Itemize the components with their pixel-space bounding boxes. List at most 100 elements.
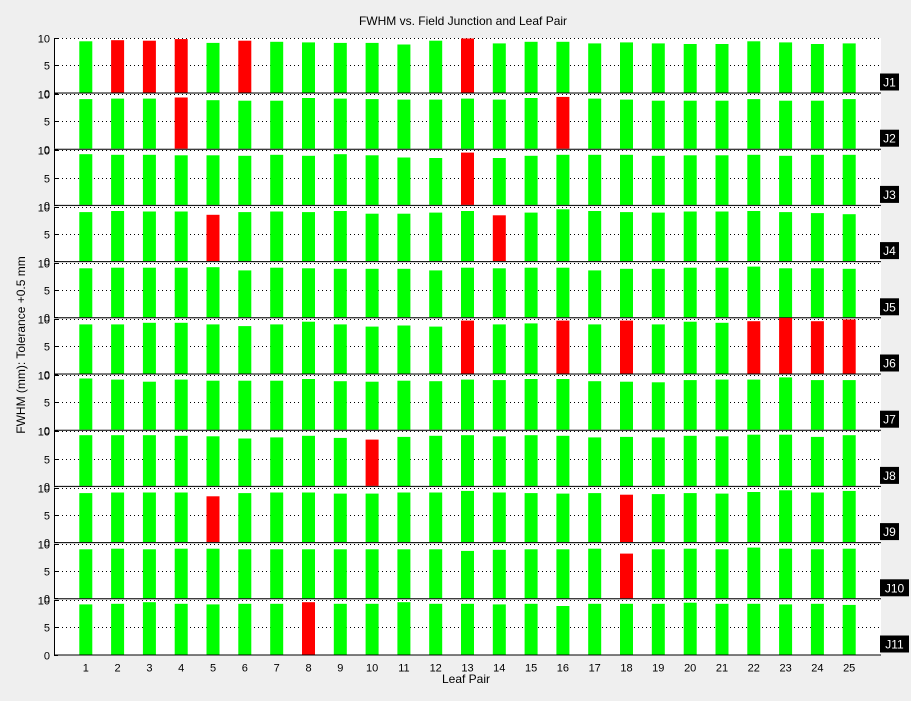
bar-j3-leaf-5 xyxy=(206,155,220,205)
bar-j2-leaf-15 xyxy=(524,98,538,149)
bar-j9-leaf-20 xyxy=(683,493,697,543)
bar-j3-leaf-8 xyxy=(302,155,315,205)
y-tick-label: 10 xyxy=(38,90,50,102)
bar-j9-leaf-3 xyxy=(142,492,156,543)
bar-j4-leaf-4 xyxy=(174,211,188,262)
bar-j11-leaf-24 xyxy=(810,603,824,655)
y-axis-label: FWHM (mm): Tolerance +0.5 mm xyxy=(14,256,28,433)
bar-j5-leaf-14 xyxy=(492,268,506,318)
x-tick-label: 16 xyxy=(557,663,569,675)
bar-j10-leaf-8 xyxy=(302,549,315,599)
bar-j7-leaf-9 xyxy=(333,381,347,430)
bar-j11-leaf-17 xyxy=(588,603,602,655)
x-tick-label: 3 xyxy=(146,663,152,675)
x-tick-label: 20 xyxy=(684,663,696,675)
bar-j6-leaf-2 xyxy=(111,324,125,374)
bar-j5-leaf-17 xyxy=(588,270,602,318)
bar-j1-leaf-20 xyxy=(683,44,697,93)
bar-j7-leaf-20 xyxy=(683,380,697,430)
bar-j2-leaf-14 xyxy=(492,99,506,149)
bar-j10-leaf-18 xyxy=(620,553,633,599)
bar-j1-leaf-18 xyxy=(620,42,633,93)
bar-j4-leaf-1 xyxy=(79,212,93,262)
bar-j5-leaf-5 xyxy=(206,267,220,318)
bar-j5-leaf-25 xyxy=(842,268,856,318)
junction-label-box xyxy=(880,185,899,203)
x-axis-label: Leaf Pair xyxy=(442,672,490,686)
bar-j1-leaf-21 xyxy=(715,44,729,93)
bar-j2-leaf-12 xyxy=(429,99,443,149)
bar-j4-leaf-20 xyxy=(683,211,697,262)
bar-j9-leaf-17 xyxy=(588,493,602,543)
x-tick-label: 7 xyxy=(274,663,280,675)
bar-j5-leaf-4 xyxy=(174,267,188,318)
junction-label: J11 xyxy=(885,638,904,652)
y-tick-label: 10 xyxy=(38,484,50,496)
bar-j10-leaf-11 xyxy=(397,549,411,599)
bar-j10-leaf-23 xyxy=(779,548,793,599)
bar-j5-leaf-24 xyxy=(810,268,824,318)
bar-j5-leaf-23 xyxy=(779,268,793,318)
bar-j8-leaf-24 xyxy=(810,436,824,486)
y-tick-label: 0 xyxy=(44,89,50,101)
bar-j6-leaf-12 xyxy=(429,326,443,374)
bar-j6-leaf-24 xyxy=(810,321,824,374)
bar-j1-leaf-11 xyxy=(397,44,411,93)
bar-j3-leaf-19 xyxy=(651,155,665,205)
panel-j7: 0 5 10 J7 xyxy=(38,371,899,438)
bar-j2-leaf-5 xyxy=(206,100,220,149)
y-tick-label: 0 xyxy=(44,201,50,213)
bar-j9-leaf-14 xyxy=(492,492,506,543)
bar-j3-leaf-11 xyxy=(397,157,411,205)
bar-j11-leaf-3 xyxy=(142,602,156,655)
panel-j1: 0 5 10 J1 xyxy=(38,34,899,101)
bar-j11-leaf-23 xyxy=(779,604,793,655)
bar-j10-leaf-3 xyxy=(142,549,156,599)
bar-j2-leaf-13 xyxy=(461,98,474,149)
bar-j11-leaf-14 xyxy=(492,604,506,655)
y-tick-label: 0 xyxy=(44,651,50,663)
bar-j8-leaf-7 xyxy=(270,437,284,486)
bar-j3-leaf-15 xyxy=(524,155,538,205)
x-tick-label: 19 xyxy=(652,663,664,675)
bar-j7-leaf-24 xyxy=(810,380,824,430)
bar-j7-leaf-16 xyxy=(556,379,570,430)
bar-j1-leaf-23 xyxy=(779,42,793,93)
bar-j3-leaf-20 xyxy=(683,155,697,205)
bar-j11-leaf-21 xyxy=(715,603,729,655)
x-tick-label: 10 xyxy=(366,663,378,675)
x-tick-label: 21 xyxy=(716,663,728,675)
y-tick-label: 5 xyxy=(44,117,50,129)
bar-j10-leaf-21 xyxy=(715,549,729,599)
bar-j8-leaf-23 xyxy=(779,434,793,486)
bar-j3-leaf-16 xyxy=(556,154,570,205)
bar-j1-leaf-12 xyxy=(429,40,443,93)
bar-j6-leaf-6 xyxy=(238,326,252,374)
junction-label-box xyxy=(880,579,909,597)
bar-j1-leaf-6 xyxy=(238,40,252,93)
bar-j9-leaf-1 xyxy=(79,493,93,543)
bar-j11-leaf-19 xyxy=(651,603,665,655)
bar-j4-leaf-10 xyxy=(365,213,379,262)
y-tick-label: 0 xyxy=(44,482,50,494)
bar-j3-leaf-6 xyxy=(238,155,252,205)
x-tick-label: 23 xyxy=(779,663,791,675)
bar-j10-leaf-9 xyxy=(333,549,347,599)
bar-j2-leaf-8 xyxy=(302,98,315,149)
bar-j4-leaf-25 xyxy=(842,214,856,262)
bar-j5-leaf-16 xyxy=(556,267,570,318)
bar-j7-leaf-21 xyxy=(715,379,729,430)
y-tick-label: 10 xyxy=(38,203,50,215)
bar-j6-leaf-22 xyxy=(747,321,761,374)
bar-j4-leaf-22 xyxy=(747,211,761,262)
bar-j9-leaf-7 xyxy=(270,492,284,543)
bar-j8-leaf-25 xyxy=(842,435,856,486)
bar-j5-leaf-6 xyxy=(238,270,252,318)
bar-j4-leaf-24 xyxy=(810,213,824,262)
panel-j3: 0 5 10 J3 xyxy=(38,146,899,213)
junction-label-box xyxy=(880,466,899,484)
bar-j2-leaf-17 xyxy=(588,98,602,149)
bar-j3-leaf-25 xyxy=(842,154,856,205)
bar-j8-leaf-18 xyxy=(620,436,633,486)
